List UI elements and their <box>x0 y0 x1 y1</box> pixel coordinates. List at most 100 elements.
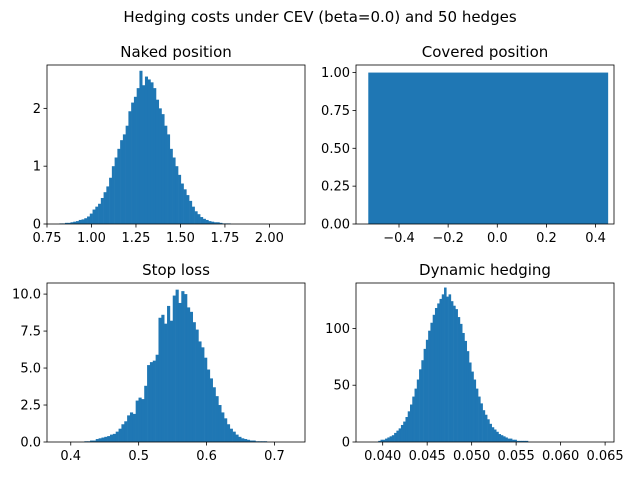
histogram-bar <box>441 294 445 442</box>
histogram-bar <box>205 219 209 224</box>
histogram-bar <box>178 174 182 224</box>
histogram-bar <box>464 340 468 442</box>
x-tick-label: 0.4 <box>585 231 606 246</box>
histogram-bar <box>149 362 154 442</box>
histogram-bar <box>115 431 119 442</box>
histogram-bar <box>186 195 190 224</box>
histogram-bar <box>106 186 110 224</box>
histogram-bar <box>512 439 515 442</box>
histogram-bar <box>181 291 185 442</box>
histogram-bar <box>480 403 483 442</box>
histogram-bar <box>378 440 381 442</box>
histogram-bar <box>493 429 497 442</box>
histogram-bar <box>164 125 168 224</box>
x-tick-label: 0.055 <box>498 449 535 464</box>
histogram-bar <box>64 222 69 224</box>
histogram-bar <box>124 421 128 442</box>
histogram-bar <box>158 317 162 442</box>
y-tick-label: 2 <box>33 102 41 117</box>
histogram-bar <box>471 371 474 442</box>
y-tick-label: 2.5 <box>20 399 41 414</box>
histogram-bar <box>121 424 125 442</box>
x-tick-label: 0.5 <box>128 449 149 464</box>
subplot-title: Dynamic hedging <box>419 261 551 279</box>
histogram-bar <box>491 427 495 442</box>
histogram-bar <box>180 183 184 224</box>
y-tick-label: 50 <box>333 379 350 394</box>
histogram-bar <box>391 435 395 442</box>
histogram-bar <box>81 219 85 224</box>
histogram-bar <box>453 305 456 442</box>
histogram-bar <box>484 414 488 442</box>
histogram-bar <box>192 322 196 442</box>
histogram-bar <box>238 436 242 442</box>
histogram-bar <box>172 157 176 224</box>
subplot-title: Naked position <box>120 43 232 61</box>
histogram-bar <box>523 440 527 442</box>
histogram-bar <box>164 323 168 442</box>
histogram-bar <box>152 360 156 442</box>
histogram-bar <box>213 222 217 224</box>
histogram-bar <box>67 222 71 224</box>
histogram-bar <box>412 396 415 442</box>
histogram-bar <box>70 222 74 224</box>
histogram-bar <box>122 134 126 224</box>
axes-frame <box>46 64 306 225</box>
histogram-bar <box>95 206 99 224</box>
histogram-bar <box>387 437 390 442</box>
histogram-bar <box>155 354 159 442</box>
histogram-bar <box>466 351 470 442</box>
histogram-bar <box>430 322 433 442</box>
subplot-stop-loss: Stop loss 0.4 0.5 0.6 0.7 0.0 2.5 5.0 7.5 10.0 <box>12 261 306 464</box>
histogram-bar <box>92 209 96 224</box>
histogram-bar <box>78 219 82 224</box>
histogram-bar <box>473 379 477 442</box>
histogram-bar <box>107 436 111 442</box>
histogram-bar <box>144 385 148 442</box>
histogram-bar <box>201 347 205 442</box>
histogram-bar <box>525 440 529 442</box>
y-tick-label: 100 <box>325 322 350 337</box>
histogram-bar <box>394 432 397 442</box>
histogram-bar <box>103 192 107 224</box>
x-tick-label: 0.045 <box>409 449 446 464</box>
histogram-bar <box>232 431 236 442</box>
histogram-bar <box>419 369 422 442</box>
histogram-bar <box>189 200 193 224</box>
histogram-bar <box>229 428 233 442</box>
histogram-bar <box>147 79 151 224</box>
histogram-bar <box>437 303 440 442</box>
x-tick-label: 2.00 <box>255 231 284 246</box>
y-tick-label: 0.0 <box>20 436 41 451</box>
histogram-bar <box>208 221 212 224</box>
histogram-bar <box>446 296 449 442</box>
histogram-bar <box>202 218 206 224</box>
histogram-bar <box>410 404 413 442</box>
histogram-bar <box>434 307 438 442</box>
histogram-bar <box>158 108 162 224</box>
histogram-bar <box>389 436 393 442</box>
histogram-bar <box>478 396 481 442</box>
histogram-bar <box>198 341 202 442</box>
histogram-bar <box>169 148 173 224</box>
histogram-bar <box>252 440 256 442</box>
histogram-bar <box>200 217 204 224</box>
histogram-bar <box>125 125 129 224</box>
axes-frame <box>355 282 615 443</box>
histogram-bar <box>147 365 151 442</box>
histogram-bar <box>226 424 231 442</box>
histogram-bar <box>425 339 429 442</box>
histogram-bar <box>221 412 225 442</box>
histogram-bar <box>444 287 447 442</box>
histogram-bar <box>197 214 201 224</box>
x-tick-label: 0.6 <box>196 449 217 464</box>
histogram-bar <box>455 309 458 442</box>
histogram-bar <box>136 88 140 224</box>
histogram-bar <box>421 360 424 442</box>
histogram-bar <box>368 72 609 224</box>
histogram-bar <box>439 298 443 442</box>
histogram-bar <box>249 440 253 442</box>
histogram-bar <box>235 434 239 442</box>
histogram-bar <box>98 203 102 224</box>
